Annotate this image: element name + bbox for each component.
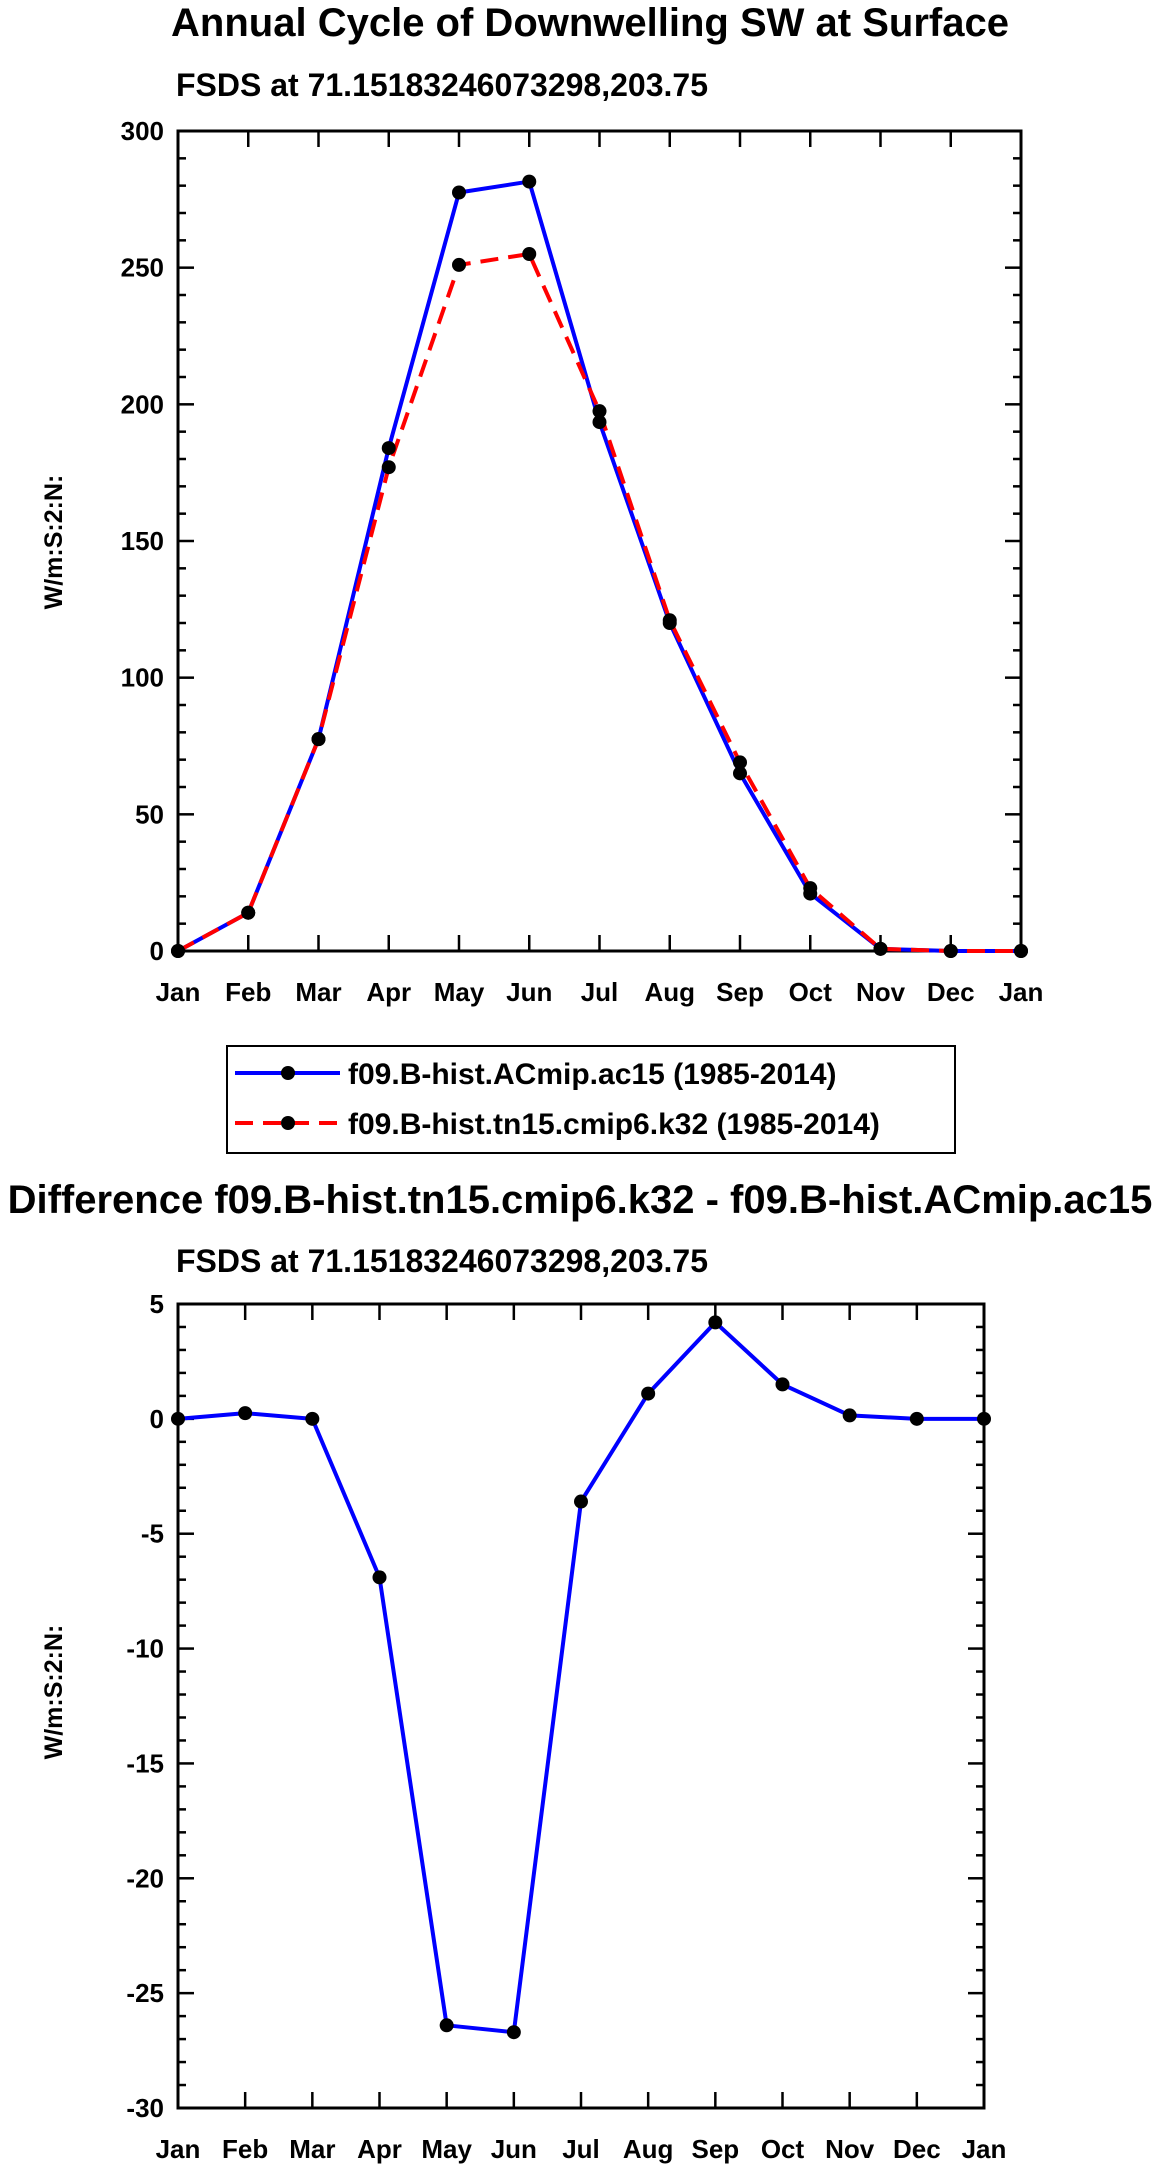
bottom-data-point [842,1408,857,1423]
bottom-data-point [171,1411,185,1426]
bottom-data-point [708,1315,723,1330]
bottom-data-point [439,2018,454,2033]
top-data-point [733,755,747,770]
legend-box [226,1045,956,1154]
top-data-point [381,441,396,456]
legend-marker-series-1 [281,1066,295,1080]
bottom-xtick-label: Jul [562,2134,600,2164]
top-chart-ylabel: W/m:S:2:N: [40,475,68,610]
top-xtick-label: Jun [506,977,552,1007]
top-data-point [662,613,677,628]
top-data-point [592,404,607,419]
top-data-point [311,732,326,747]
bottom-xtick-label: Aug [623,2134,674,2164]
top-data-point [452,185,466,200]
bottom-xtick-label: Sep [691,2134,739,2164]
top-ytick-label: 150 [121,526,164,556]
bottom-ytick-label: -25 [126,1978,164,2008]
bottom-xtick-label: Nov [825,2134,875,2164]
top-data-point [943,944,958,958]
bottom-data-point [775,1377,790,1392]
top-xtick-label: Dec [927,977,975,1007]
top-series-line-1 [177,179,1021,953]
top-xtick-label: Nov [856,977,906,1007]
bottom-data-point [506,2025,521,2040]
bottom-ytick-label: 0 [150,1404,164,1434]
top-data-point [452,257,466,272]
top-xtick-label: Sep [716,977,764,1007]
bottom-xtick-label: Feb [222,2134,268,2164]
top-ytick-label: 50 [135,799,164,829]
top-data-point [381,460,396,475]
bottom-chart-ylabel: W/m:S:2:N: [40,1625,68,1760]
bottom-ytick-label: 5 [150,1289,164,1319]
legend-label-series-2: f09.B-hist.tn15.cmip6.k32 (1985-2014) [348,1108,880,1141]
bottom-data-point [977,1411,991,1426]
top-chart-plot: 0 50 100 150 200 250 300 Jan Feb Mar Apr May Jun Jul A… [121,116,1044,1007]
top-xtick-label: Apr [366,977,411,1007]
top-data-point [592,415,607,430]
top-ytick-label: 250 [121,253,164,283]
bottom-ytick-label: -20 [126,1863,164,1893]
top-xtick-label: Feb [225,977,271,1007]
bottom-series-line-1 [177,1320,984,2035]
top-xtick-label: Jul [581,977,619,1007]
top-xtick-label: May [434,977,485,1007]
top-ytick-label: 0 [150,936,164,966]
top-ytick-label: 100 [121,663,164,693]
top-xtick-label: Jan [999,977,1044,1007]
bottom-xtick-label: Oct [761,2134,805,2164]
top-plot-frame [176,129,1023,953]
top-chart-title: Annual Cycle of Downwelling SW at Surfac… [171,1,1009,45]
top-data-point [171,944,185,958]
bottom-xtick-label: May [421,2134,472,2164]
bottom-xtick-label: Mar [289,2134,335,2164]
bottom-chart-subtitle: FSDS at 71.15183246073298,203.75 [176,1243,708,1279]
bottom-xtick-label: Jun [491,2134,537,2164]
bottom-xtick-label: Apr [357,2134,402,2164]
bottom-data-point [372,1570,387,1585]
top-data-point [522,247,537,261]
legend-marker-series-2 [281,1116,295,1130]
top-data-point [1014,944,1028,958]
bottom-data-point [305,1411,320,1426]
bottom-data-point [641,1386,656,1401]
bottom-data-point [238,1406,253,1421]
top-xtick-label: Jan [156,977,201,1007]
bottom-data-point [909,1411,924,1426]
bottom-ytick-label: -15 [126,1748,164,1778]
bottom-xtick-label: Jan [962,2134,1007,2164]
legend: f09.B-hist.ACmip.ac15 (1985-2014) f09.B-… [226,1045,956,1154]
top-ytick-label: 200 [121,389,164,419]
top-data-point [522,174,537,189]
top-xtick-label: Oct [789,977,833,1007]
bottom-ytick-label: -10 [126,1634,164,1664]
top-data-point [873,941,888,956]
bottom-data-point [574,1494,588,1509]
legend-label-series-1: f09.B-hist.ACmip.ac15 (1985-2014) [348,1058,837,1091]
top-series-line-2 [177,252,1021,953]
bottom-plot-frame [176,1302,986,2110]
bottom-xtick-label: Dec [893,2134,941,2164]
top-chart-subtitle: FSDS at 71.15183246073298,203.75 [176,67,708,103]
top-data-point [733,766,747,781]
bottom-chart-plot: -30 -25 -20 -15 -10 -5 0 5 Jan Feb Mar Apr May Jun Jul… [126,1289,1006,2164]
top-data-point [803,881,818,896]
bottom-ytick-label: -30 [126,2093,164,2123]
top-xtick-label: Aug [644,977,695,1007]
top-xtick-label: Mar [295,977,341,1007]
bottom-chart-title: Difference f09.B-hist.tn15.cmip6.k32 - f… [8,1178,1153,1222]
top-data-point [241,905,256,920]
top-ytick-label: 300 [121,116,164,146]
bottom-xtick-label: Jan [156,2134,201,2164]
bottom-ytick-label: -5 [141,1519,164,1549]
